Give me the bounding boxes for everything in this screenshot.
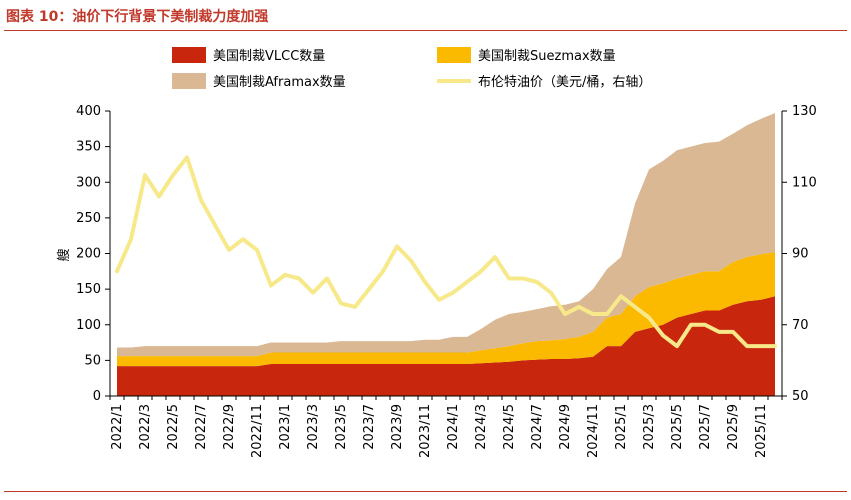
y-tick-label: 50: [84, 353, 101, 368]
x-tick-label: 2025/9: [726, 404, 741, 450]
x-tick-label: 2024/11: [586, 404, 601, 458]
x-tick-label: 2025/5: [670, 404, 685, 450]
area-aframax: [117, 113, 775, 357]
y2-tick-label: 90: [792, 247, 809, 262]
x-tick-label: 2022/9: [222, 404, 237, 450]
y-tick-label: 400: [76, 104, 101, 119]
x-tick-label: 2023/7: [362, 404, 377, 450]
x-tick-label: 2024/5: [502, 404, 517, 450]
y-tick-label: 200: [76, 247, 101, 262]
y2-tick-label: 130: [792, 104, 817, 119]
x-tick-label: 2022/11: [250, 404, 265, 458]
legend-item-brent: 布伦特油价（美元/桶，右轴）: [437, 75, 651, 90]
legend-label-aframax: 美国制裁Aframax数量: [213, 74, 346, 90]
axes: 0 50 100 150 200 250 300 350 400 50 70 90 110 130 2022…: [76, 104, 817, 458]
legend-label-suezmax: 美国制裁Suezmax数量: [478, 48, 616, 64]
bottom-rule: [4, 491, 847, 492]
y-tick-label: 150: [76, 282, 101, 297]
x-tick-label: 2025/11: [754, 404, 769, 458]
title-rule: [4, 30, 847, 31]
area-suezmax: [117, 252, 775, 367]
y-axis-label: 艘: [56, 248, 72, 261]
legend-swatch-vlcc: [172, 47, 206, 63]
x-tick-label: 2023/3: [306, 404, 321, 450]
y2-tick-label: 70: [792, 318, 809, 333]
legend-item-aframax: 美国制裁Aframax数量: [172, 73, 346, 90]
x-tick-label: 2024/9: [558, 404, 573, 450]
legend-label-brent: 布伦特油价（美元/桶，右轴）: [478, 75, 651, 90]
legend-item-suezmax: 美国制裁Suezmax数量: [437, 47, 616, 64]
x-tick-label: 2024/7: [530, 404, 545, 450]
y-tick-label: 300: [76, 175, 101, 190]
x-tick-label: 2023/1: [278, 404, 293, 450]
x-tick-label: 2022/5: [166, 404, 181, 450]
y-tick-label: 0: [93, 389, 101, 404]
y-tick-label: 250: [76, 211, 101, 226]
legend-swatch-suezmax: [437, 47, 471, 63]
x-tick-label: 2022/3: [138, 404, 153, 450]
x-tick-label: 2023/5: [334, 404, 349, 450]
legend-item-vlcc: 美国制裁VLCC数量: [172, 47, 325, 64]
x-tick-label: 2025/1: [614, 404, 629, 450]
x-tick-label: 2025/3: [642, 404, 657, 450]
x-tick-label: 2024/3: [474, 404, 489, 450]
line-brent: [115, 155, 777, 349]
legend-label-vlcc: 美国制裁VLCC数量: [213, 48, 325, 64]
legend-swatch-aframax: [172, 73, 206, 89]
x-tick-label: 2023/11: [418, 404, 433, 458]
x-tick-label: 2023/9: [390, 404, 405, 450]
x-tick-label: 2022/1: [110, 404, 125, 450]
x-tick-label: 2024/1: [446, 404, 461, 450]
x-tick-label: 2022/7: [194, 404, 209, 450]
figure-title: 图表 10：油价下行背景下美制裁力度加强: [6, 9, 269, 25]
x-tick-label: 2025/7: [698, 404, 713, 450]
y-tick-label: 100: [76, 318, 101, 333]
y2-tick-label: 110: [792, 175, 817, 190]
stacked-areas: [117, 113, 775, 396]
y2-tick-label: 50: [792, 389, 809, 404]
y-tick-label: 350: [76, 140, 101, 155]
area-vlcc: [117, 296, 775, 396]
brent-line-layer: [115, 155, 777, 349]
